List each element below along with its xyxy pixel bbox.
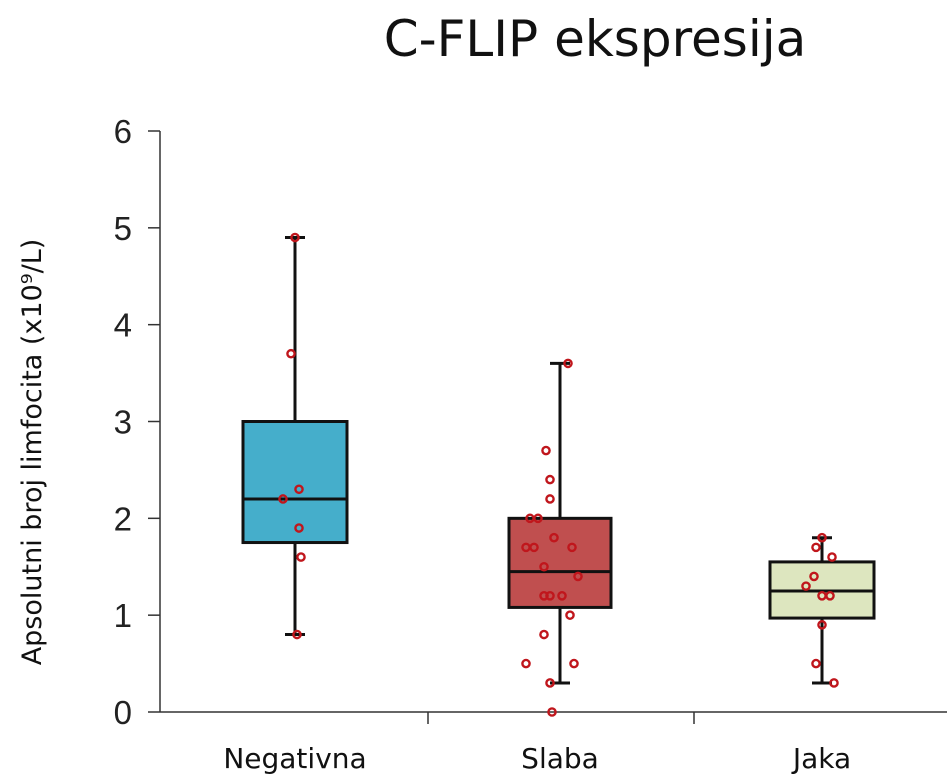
data-point [292,629,302,640]
y-tick-label: 3 [114,404,132,441]
data-point [278,494,288,504]
data-point [549,532,559,543]
data-point [294,523,304,533]
y-tick-label: 4 [114,307,132,344]
data-point [545,494,555,504]
data-points [278,232,839,717]
data-point [817,620,827,630]
axes: 0 1 2 3 4 5 6 Negativna Slaba Jaka [114,113,947,775]
data-point [827,552,837,562]
data-point [541,445,551,456]
data-point [529,542,539,553]
data-point [296,552,306,562]
data-point [809,571,819,582]
data-point [545,591,555,601]
data-point [539,591,549,601]
data-point [545,678,555,688]
data-point [811,542,821,553]
data-point [286,348,296,359]
data-point [569,658,579,669]
data-point [563,358,573,369]
x-tick-label: Negativna [223,742,366,775]
data-point [521,658,531,669]
data-point [539,561,549,572]
y-tick-label: 5 [114,210,132,247]
data-point [801,581,811,591]
chart-title: C-FLIP ekspresija [383,10,807,68]
y-tick-label: 6 [114,113,132,150]
data-point [567,542,577,553]
data-point [545,474,555,485]
data-point [557,591,567,601]
y-tick-label: 2 [114,500,132,537]
y-axis-label: Apsolutni broj limfocita (x10⁹/L) [17,239,48,666]
data-point [817,591,827,601]
data-point [829,678,839,688]
y-tick-label: 0 [114,694,132,731]
x-tick-label: Slaba [521,742,599,775]
data-point [294,484,304,495]
data-point [573,571,583,582]
data-point [547,707,557,717]
data-point [539,629,549,640]
data-point [525,513,535,524]
data-point [290,232,300,243]
boxes [241,236,876,685]
box-negativna [241,420,349,545]
data-point [811,658,821,669]
data-point [565,610,575,620]
y-tick-label: 1 [114,597,132,634]
data-point [817,532,827,543]
x-tick-label: Jaka [791,742,851,775]
